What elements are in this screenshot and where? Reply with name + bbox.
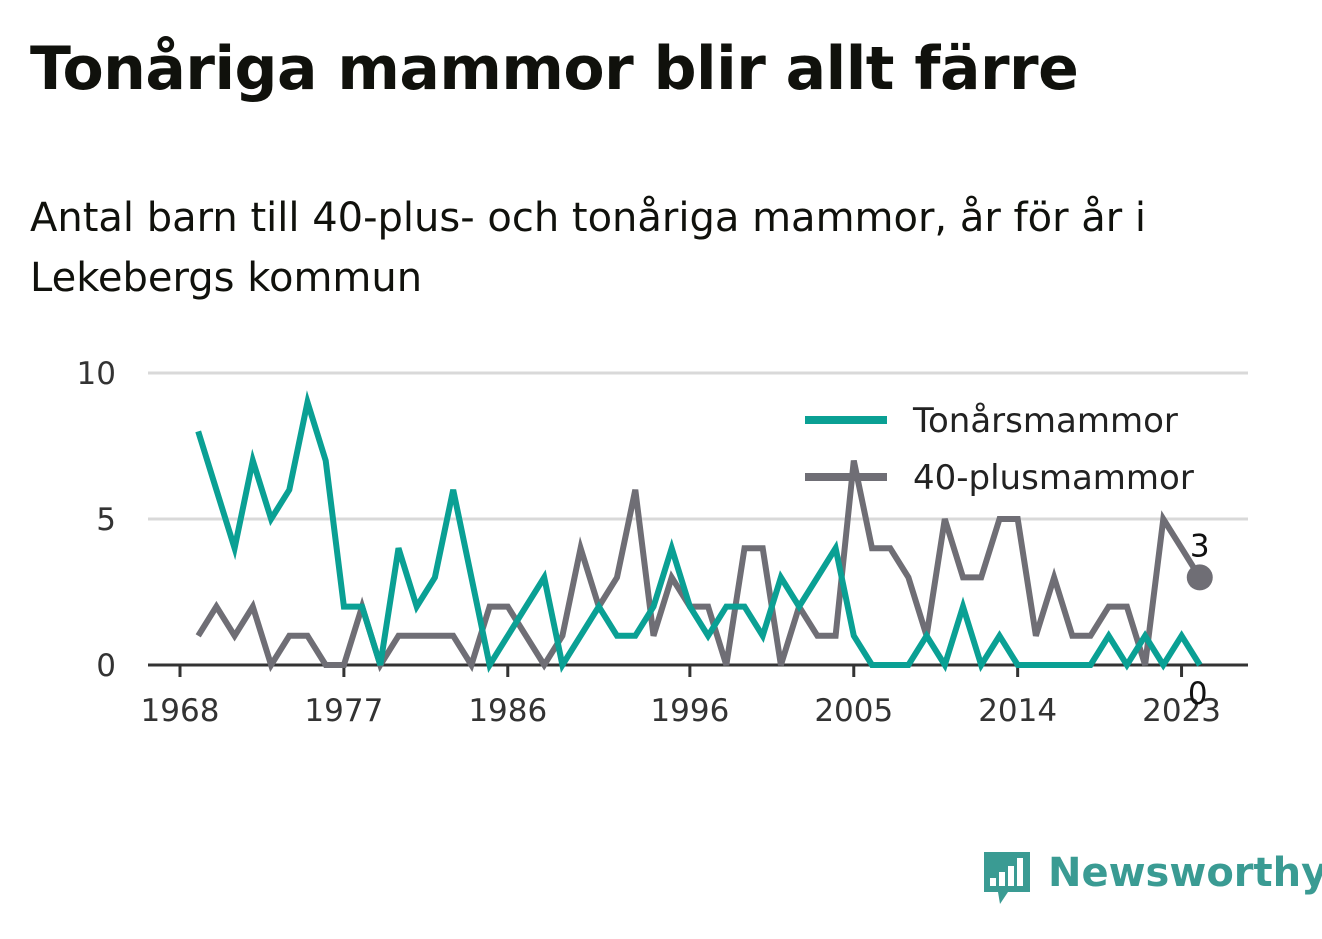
legend-label-1: 40-plusmammor [913, 458, 1194, 498]
x-tick-label: 2023 [1142, 693, 1221, 729]
y-tick-label: 5 [96, 502, 116, 538]
chart-title: Tonåriga mammor blir allt färre [30, 34, 1079, 104]
end-label-40-plusmammor: 3 [1190, 528, 1210, 564]
legend-label-0: Tonårsmammor [912, 401, 1178, 441]
y-tick-label: 10 [77, 356, 116, 392]
x-tick-label: 1986 [468, 693, 547, 729]
end-labels: 03 [1186, 528, 1213, 712]
chart-subtitle: Antal barn till 40-plus- och tonåriga ma… [30, 195, 1147, 301]
x-tick-label: 2014 [978, 693, 1057, 729]
x-tick-label: 1977 [304, 693, 383, 729]
end-label-tonarsmammor: 0 [1188, 676, 1208, 712]
series-line-tonarsmammor [195, 390, 1203, 673]
x-tick-label: 1968 [141, 693, 220, 729]
y-axis: 0 5 10 [77, 356, 116, 684]
x-tick-label: 1996 [650, 693, 729, 729]
series-lines [195, 390, 1203, 673]
newsworthy-icon [984, 852, 1030, 904]
brand-name: Newsworthy [1048, 850, 1322, 896]
x-axis: 1968 1977 1986 1996 2005 2014 2023 [141, 663, 1248, 729]
x-tick-label: 2005 [814, 693, 893, 729]
y-tick-label: 0 [96, 648, 116, 684]
end-point-40-plusmammor [1186, 564, 1213, 591]
legend: Tonårsmammor 40-plusmammor [805, 401, 1194, 498]
newsworthy-logo: Newsworthy [980, 848, 1322, 912]
